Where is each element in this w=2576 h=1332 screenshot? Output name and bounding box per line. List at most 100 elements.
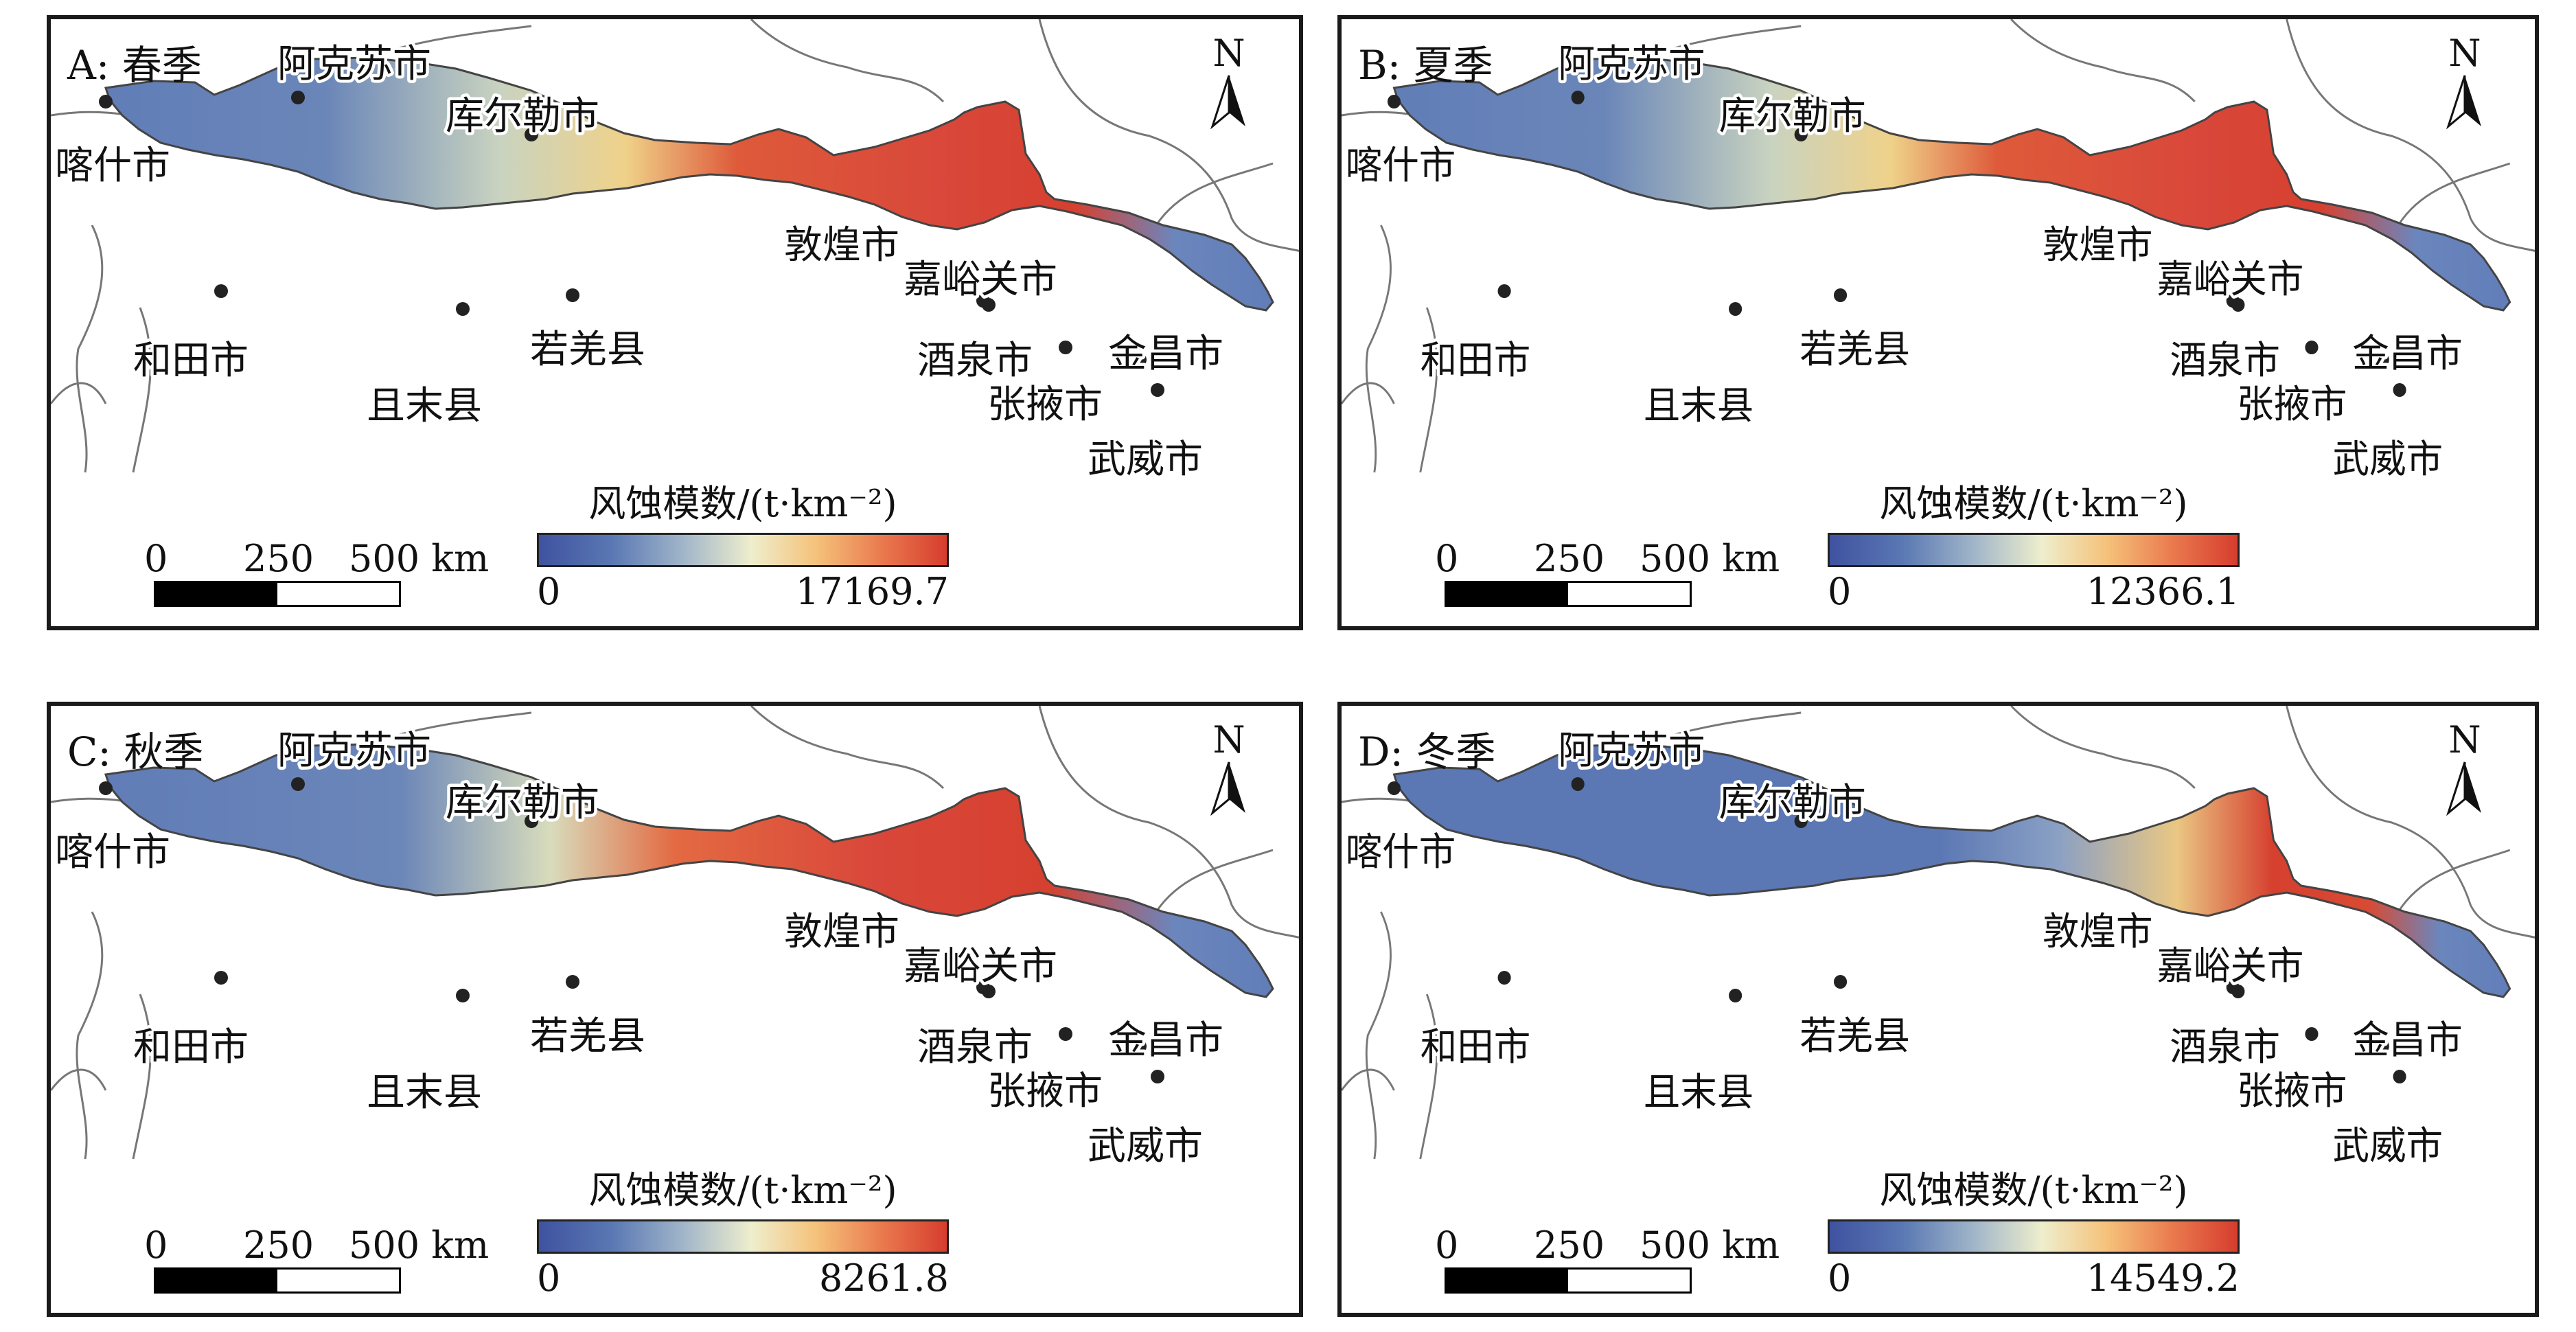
city-label: 阿克苏市 bbox=[277, 42, 431, 87]
north-arrow-icon bbox=[1210, 75, 1245, 130]
city-label: 嘉峪关市 bbox=[2157, 943, 2303, 988]
north-arrow: N bbox=[1201, 33, 1256, 132]
city-label: 和田市 bbox=[1421, 1024, 1531, 1069]
city-label: 武威市 bbox=[2333, 1123, 2443, 1168]
legend-title: 风蚀模数/(t·km⁻²) bbox=[588, 482, 897, 525]
legend-max: 12366.1 bbox=[2086, 570, 2240, 613]
city-label: 且末县 bbox=[1644, 383, 1754, 428]
map-c: 阿克苏市 库尔勒市 喀什市 和田市 且末县 若羌县 敦煌市 嘉峪关市 酒泉市 金… bbox=[51, 706, 1299, 1172]
legend-min: 0 bbox=[1828, 570, 1852, 613]
city-label: 敦煌市 bbox=[2043, 222, 2153, 267]
scale-tick: 250 bbox=[1534, 1224, 1605, 1267]
city-label: 张掖市 bbox=[2237, 382, 2347, 426]
city-label: 张掖市 bbox=[987, 1069, 1103, 1114]
north-arrow: N bbox=[2437, 720, 2492, 818]
north-label: N bbox=[1212, 718, 1245, 761]
city-markers bbox=[99, 91, 1164, 397]
scale-bar: 0 250 500 km bbox=[144, 1224, 489, 1294]
city-label: 金昌市 bbox=[2352, 1018, 2463, 1062]
panel-title: A: 春季 bbox=[67, 42, 202, 89]
city-label: 库尔勒市 bbox=[1719, 780, 1866, 825]
city-label: 阿克苏市 bbox=[1558, 41, 1705, 86]
city-labels: 阿克苏市 库尔勒市 喀什市 和田市 且末县 若羌县 敦煌市 嘉峪关市 酒泉市 金… bbox=[1342, 724, 2465, 1171]
scale-tick: 0 bbox=[1435, 537, 1459, 580]
city-label: 库尔勒市 bbox=[446, 781, 599, 825]
city-label: 且末县 bbox=[367, 384, 482, 428]
color-legend: 风蚀模数/(t·km⁻²) 0 12366.1 bbox=[1828, 473, 2240, 613]
panel-title: D: 冬季 bbox=[1358, 728, 1496, 775]
scale-bar: 0 250 500 km bbox=[1435, 537, 1780, 607]
north-arrow: N bbox=[1201, 720, 1256, 818]
city-label: 嘉峪关市 bbox=[904, 257, 1057, 302]
city-label: 阿克苏市 bbox=[277, 728, 431, 773]
north-label: N bbox=[2448, 718, 2481, 761]
city-label: 且末县 bbox=[1644, 1070, 1754, 1114]
legend-ramp bbox=[537, 1219, 949, 1254]
city-label: 敦煌市 bbox=[784, 223, 899, 268]
city-label: 喀什市 bbox=[1346, 143, 1456, 187]
legend-ramp bbox=[1828, 533, 2240, 567]
north-arrow-icon bbox=[1210, 761, 1245, 816]
city-label: 武威市 bbox=[1088, 1124, 1203, 1169]
city-label: 酒泉市 bbox=[2170, 1024, 2280, 1069]
city-label: 酒泉市 bbox=[917, 338, 1033, 383]
legend-ramp bbox=[1828, 1219, 2240, 1254]
city-label: 喀什市 bbox=[1346, 829, 1456, 874]
map-d: 阿克苏市 库尔勒市 喀什市 和田市 且末县 若羌县 敦煌市 嘉峪关市 酒泉市 金… bbox=[1342, 706, 2535, 1171]
legend-min: 0 bbox=[537, 1256, 561, 1300]
panel-title: C: 秋季 bbox=[67, 728, 204, 775]
city-label: 喀什市 bbox=[55, 143, 170, 188]
city-label: 敦煌市 bbox=[784, 910, 899, 954]
scale-tick: 500 km bbox=[1640, 537, 1780, 580]
scale-tick: 0 bbox=[1435, 1224, 1459, 1267]
scale-tick: 250 bbox=[243, 537, 314, 580]
city-markers bbox=[1387, 777, 2406, 1083]
color-legend: 风蚀模数/(t·km⁻²) 0 8261.8 bbox=[537, 1160, 949, 1300]
legend-title: 风蚀模数/(t·km⁻²) bbox=[1879, 1169, 2188, 1212]
map-panel-b: 阿克苏市 库尔勒市 喀什市 和田市 且末县 若羌县 敦煌市 嘉峪关市 酒泉市 金… bbox=[1337, 15, 2539, 630]
north-label: N bbox=[2448, 32, 2481, 75]
city-label: 若羌县 bbox=[1799, 327, 1910, 371]
scale-tick: 500 km bbox=[349, 537, 490, 580]
scale-tick: 250 bbox=[1534, 537, 1605, 580]
city-label: 嘉峪关市 bbox=[2157, 257, 2303, 301]
city-label: 库尔勒市 bbox=[1719, 93, 1866, 138]
legend-min: 0 bbox=[537, 570, 561, 613]
city-label: 酒泉市 bbox=[2170, 338, 2280, 382]
city-label: 嘉峪关市 bbox=[904, 944, 1057, 989]
color-legend: 风蚀模数/(t·km⁻²) 0 14549.2 bbox=[1828, 1160, 2240, 1300]
panel-title: B: 夏季 bbox=[1358, 42, 1493, 89]
city-labels: 阿克苏市 库尔勒市 喀什市 和田市 且末县 若羌县 敦煌市 嘉峪关市 酒泉市 金… bbox=[52, 726, 1227, 1172]
map-b: 阿克苏市 库尔勒市 喀什市 和田市 且末县 若羌县 敦煌市 嘉峪关市 酒泉市 金… bbox=[1342, 19, 2535, 485]
map-panel-a: 阿克苏市 库尔勒市 喀什市 和田市 且末县 若羌县 敦煌市 嘉峪关市 酒泉市 金… bbox=[47, 15, 1303, 630]
city-label: 金昌市 bbox=[1108, 1018, 1223, 1063]
scale-bar: 0 250 500 km bbox=[144, 537, 489, 607]
legend-title: 风蚀模数/(t·km⁻²) bbox=[1879, 482, 2188, 525]
scale-tick: 500 km bbox=[1640, 1224, 1780, 1267]
city-markers bbox=[99, 777, 1164, 1083]
city-labels: 阿克苏市 库尔勒市 喀什市 和田市 且末县 若羌县 敦煌市 嘉峪关市 酒泉市 金… bbox=[52, 39, 1227, 485]
city-label: 若羌县 bbox=[530, 1014, 645, 1059]
city-label: 喀什市 bbox=[55, 830, 170, 875]
north-arrow-icon bbox=[2446, 75, 2481, 130]
city-label: 金昌市 bbox=[2352, 331, 2463, 376]
city-label: 和田市 bbox=[1421, 338, 1531, 382]
city-label: 敦煌市 bbox=[2043, 909, 2153, 954]
scale-tick: 500 km bbox=[349, 1224, 490, 1267]
city-label: 张掖市 bbox=[987, 382, 1103, 427]
scale-tick: 0 bbox=[144, 1224, 168, 1267]
legend-max: 8261.8 bbox=[819, 1256, 949, 1300]
city-label: 和田市 bbox=[133, 338, 249, 383]
city-label: 阿克苏市 bbox=[1558, 728, 1705, 772]
legend-min: 0 bbox=[1828, 1256, 1852, 1300]
city-labels: 阿克苏市 库尔勒市 喀什市 和田市 且末县 若羌县 敦煌市 嘉峪关市 酒泉市 金… bbox=[1342, 38, 2465, 484]
legend-max: 14549.2 bbox=[2086, 1256, 2240, 1300]
scale-bar: 0 250 500 km bbox=[1435, 1224, 1780, 1294]
scale-tick: 250 bbox=[243, 1224, 314, 1267]
city-label: 酒泉市 bbox=[917, 1025, 1033, 1070]
scale-tick: 0 bbox=[144, 537, 168, 580]
city-label: 张掖市 bbox=[2237, 1068, 2347, 1113]
city-label: 和田市 bbox=[133, 1025, 249, 1070]
city-label: 若羌县 bbox=[1799, 1013, 1910, 1058]
map-a: 阿克苏市 库尔勒市 喀什市 和田市 且末县 若羌县 敦煌市 嘉峪关市 酒泉市 金… bbox=[51, 19, 1299, 485]
